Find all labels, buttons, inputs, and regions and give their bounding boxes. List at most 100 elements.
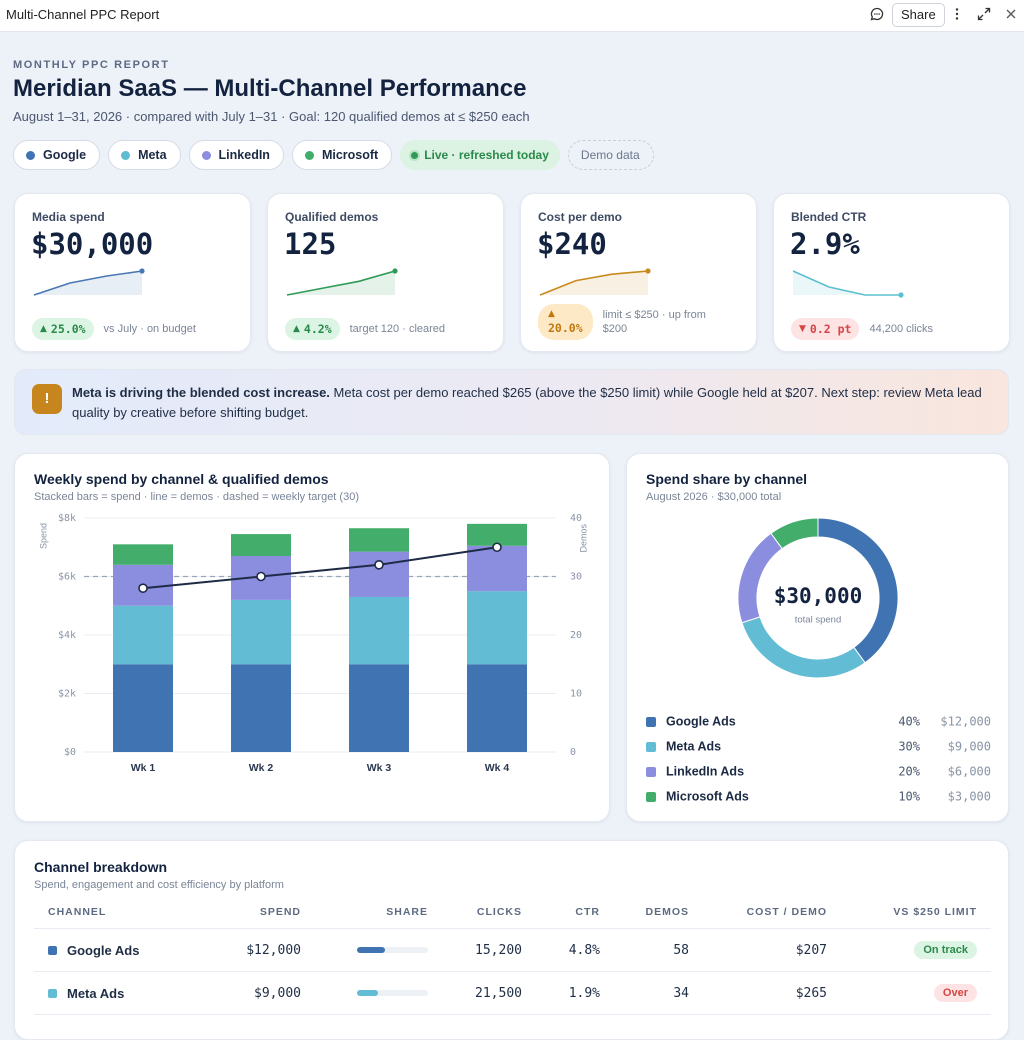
donut-center-label: total spend: [795, 615, 841, 626]
legend-share: 20%: [898, 765, 920, 779]
bar-segment: [349, 596, 409, 665]
demos-cell: 34: [673, 985, 689, 1001]
channel-name: Meta Ads: [67, 985, 125, 1001]
sparkline-area: [34, 271, 142, 295]
kpi-value: $30,000: [31, 227, 154, 261]
table-title: Channel breakdown: [34, 859, 168, 875]
sparkline-chart: [792, 270, 904, 298]
share-track: [357, 990, 428, 996]
table-row: Meta Ads $9,000 21,500 1.9% 34 $265 Over: [34, 972, 991, 1015]
callout: ! Meta is driving the blended cost incre…: [14, 369, 1009, 435]
callout-text: Meta is driving the blended cost increas…: [72, 383, 997, 423]
channel-chip[interactable]: Microsoft: [291, 140, 393, 170]
chip-row: Google Meta LinkedIn Microsoft Live · refres…: [13, 140, 654, 170]
status-pill: On track: [914, 941, 977, 959]
channel-chip[interactable]: LinkedIn: [188, 140, 284, 170]
chip-dot: [26, 150, 35, 160]
sparkline-area: [540, 271, 648, 295]
table-card: Channel breakdown Spend, engagement and …: [14, 840, 1009, 1040]
page-subtitle: August 1–31, 2026 · compared with July 1…: [13, 109, 530, 124]
kpi-value: 2.9%: [790, 227, 860, 261]
bar-chart: $0 $2k $4k $6k $8k 0 10 20 30 40 Spend Demos Wk 1 Wk …: [38, 513, 588, 774]
share-cell: [301, 943, 428, 958]
donut-segment: [770, 517, 819, 550]
expand-icon[interactable]: [976, 6, 992, 22]
x-tick-label: Wk 1: [131, 762, 156, 774]
status-cell: On track: [827, 941, 977, 959]
callout-body: Meta cost per demo reached $265 (above t…: [72, 385, 982, 420]
channel-chip[interactable]: Meta: [108, 140, 181, 170]
sparkline-chart: [33, 268, 145, 296]
comment-icon[interactable]: [869, 6, 885, 22]
donut-chart: $30,000 total spend Google Ads 40% $12,000 Me…: [646, 517, 991, 804]
column-header: CTR: [575, 906, 600, 918]
demos-point: [256, 571, 266, 582]
legend-label: Microsoft Ads: [666, 789, 749, 803]
sparkline: [286, 270, 396, 296]
bar-segment: [467, 591, 527, 665]
channel-chip[interactable]: Google: [13, 140, 101, 170]
more-icon[interactable]: [949, 6, 965, 22]
y2-axis-label: Demos: [578, 524, 588, 553]
y-tick-label: $2k: [58, 689, 76, 700]
chip-label: LinkedIn: [218, 148, 270, 162]
legend-share: 30%: [898, 740, 920, 754]
kpi-label: Cost per demo: [538, 210, 623, 224]
bar-segment: [349, 528, 409, 552]
share-button[interactable]: Share: [892, 3, 945, 27]
bar-segment: [467, 523, 527, 546]
y2-tick-label: 30: [570, 572, 582, 583]
kpi-card: Qualified demos 125 ▲ 4.2% target 120 · clea…: [267, 193, 504, 352]
sparkline: [33, 270, 143, 296]
ctr-cell: 4.8%: [568, 942, 600, 958]
demos-cell: 58: [673, 942, 689, 958]
share-track: [357, 947, 428, 953]
legend-swatch: [646, 792, 656, 802]
delta-pill: ▲ 4.2%: [285, 318, 340, 340]
bar-segment: [113, 605, 173, 665]
bar-chart-card: $0 $2k $4k $6k $8k 0 10 20 30 40 Spend Demos Wk 1 Wk …: [14, 453, 610, 822]
window-bar: Multi-Channel PPC Report Share: [0, 0, 1024, 32]
sparkline: [539, 270, 649, 296]
delta-value: 4.2%: [303, 322, 332, 336]
y-tick-label: $0: [64, 747, 76, 758]
close-icon[interactable]: [1003, 6, 1019, 22]
spend-cell: $9,000: [254, 985, 301, 1001]
kpi-label: Qualified demos: [285, 210, 379, 224]
live-label: Live · refreshed today: [424, 148, 549, 162]
delta-pill: ▲ 25.0%: [32, 318, 94, 340]
sparkline-chart: [539, 268, 651, 296]
channel-swatch: [48, 945, 57, 955]
live-chip: Live · refreshed today: [400, 140, 560, 170]
kpi-value: 125: [284, 227, 337, 261]
delta-arrow: ▲: [40, 324, 47, 334]
sparkline-end: [139, 268, 145, 274]
window-title: Multi-Channel PPC Report: [6, 7, 160, 22]
bar-segment: [467, 664, 527, 752]
sparkline-end: [898, 292, 904, 298]
y-tick-label: $4k: [58, 630, 76, 641]
kpi-footer: ▲ 25.0% vs July · on budget: [32, 318, 196, 340]
demos-point: [492, 542, 502, 553]
bar-segment: [231, 664, 291, 752]
legend-swatch: [646, 767, 656, 777]
delta-arrow: ▼: [799, 324, 806, 334]
kpi-footer: ▼ 0.2 pt 44,200 clicks: [791, 318, 933, 340]
delta-value: 20.0%: [548, 321, 583, 335]
y2-tick-label: 20: [570, 630, 582, 641]
bar-segment: [231, 599, 291, 665]
legend-swatch: [646, 742, 656, 752]
ctr-cell: 1.9%: [568, 985, 600, 1001]
bar-segment: [349, 664, 409, 752]
x-tick-label: Wk 2: [249, 762, 274, 774]
bar-segment: [467, 545, 527, 592]
legend-amount: $6,000: [948, 765, 991, 779]
legend-label: Google Ads: [666, 714, 736, 728]
clicks-cell: 15,200: [475, 942, 522, 958]
donut-segment: [737, 532, 783, 624]
legend-label: LinkedIn Ads: [666, 764, 744, 778]
cost-cell: $207: [795, 942, 827, 958]
table-header: CHANNEL SPEND SHARE CLICKS CTR DEMOS COST / DE…: [34, 896, 991, 929]
legend-amount: $3,000: [948, 790, 991, 804]
column-header: SHARE: [386, 906, 428, 918]
